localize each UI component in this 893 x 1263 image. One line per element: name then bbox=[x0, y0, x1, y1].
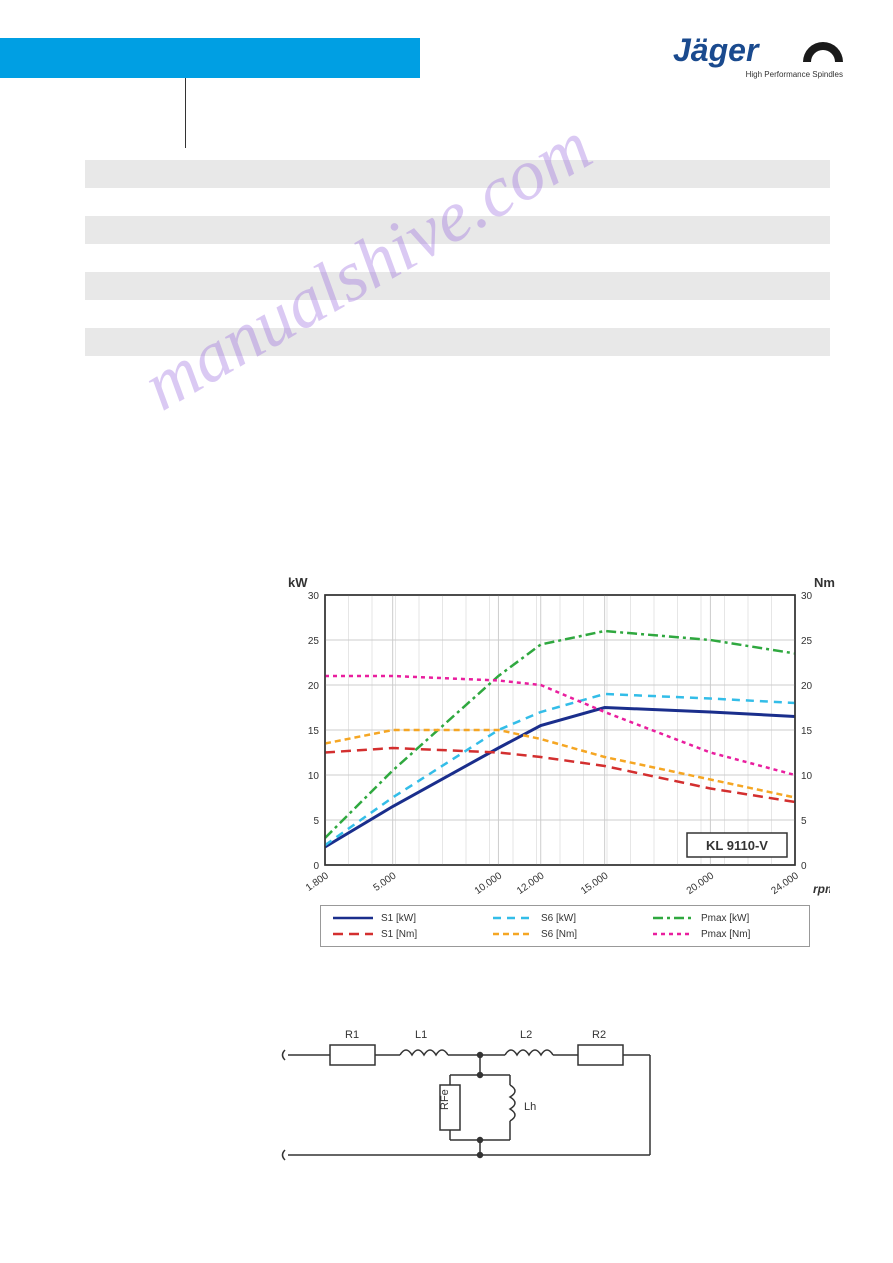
svg-text:15.000: 15.000 bbox=[579, 870, 611, 897]
svg-text:12.000: 12.000 bbox=[515, 870, 547, 897]
legend-item: Pmax [Nm] bbox=[645, 926, 805, 942]
svg-text:30: 30 bbox=[801, 591, 813, 602]
brand-name: Jäger bbox=[673, 32, 758, 68]
legend-label: S6 [Nm] bbox=[541, 929, 577, 940]
chart-svg: 0 0 5 5 10 10 15 15 20 20 25 25 30 30 1.800 5.000 10.000… bbox=[290, 580, 830, 900]
table-row bbox=[85, 188, 830, 216]
svg-text:1.800: 1.800 bbox=[304, 870, 331, 894]
svg-text:20.000: 20.000 bbox=[685, 870, 717, 897]
header-bar bbox=[0, 38, 420, 78]
label-l1: L1 bbox=[415, 1029, 427, 1041]
brand-arc-icon bbox=[803, 42, 843, 62]
table-row bbox=[85, 300, 830, 328]
legend-label: S1 [kW] bbox=[381, 913, 416, 924]
table-row bbox=[85, 272, 830, 300]
legend-label: Pmax [kW] bbox=[701, 913, 749, 924]
left-axis-label: kW bbox=[288, 575, 308, 590]
header-divider bbox=[185, 78, 186, 148]
svg-text:0: 0 bbox=[313, 861, 319, 872]
svg-text:rpm: rpm bbox=[813, 882, 830, 896]
label-rfe: RFe bbox=[439, 1089, 451, 1110]
svg-text:25: 25 bbox=[308, 636, 320, 647]
brand-tagline: High Performance Spindles bbox=[746, 70, 843, 79]
table-row bbox=[85, 216, 830, 244]
legend-item: S6 [kW] bbox=[485, 910, 645, 926]
svg-text:24.000: 24.000 bbox=[769, 870, 801, 897]
label-r2: R2 bbox=[592, 1029, 606, 1041]
label-l2: L2 bbox=[520, 1029, 532, 1041]
svg-text:KL 9110-V: KL 9110-V bbox=[706, 838, 768, 853]
svg-text:5: 5 bbox=[313, 816, 319, 827]
legend-item: Pmax [kW] bbox=[645, 910, 805, 926]
table-row bbox=[85, 160, 830, 188]
svg-text:5: 5 bbox=[801, 816, 807, 827]
legend-label: S1 [Nm] bbox=[381, 929, 417, 940]
table-row bbox=[85, 328, 830, 356]
svg-text:0: 0 bbox=[801, 861, 807, 872]
performance-chart: kW Nm 0055101015152020252530301.8005.000… bbox=[290, 580, 830, 900]
equivalent-circuit: R1 L1 L2 R2 RFe Lh bbox=[280, 1020, 660, 1180]
brand-logo: Jäger High Performance Spindles bbox=[673, 32, 843, 87]
svg-text:20: 20 bbox=[308, 681, 320, 692]
svg-text:15: 15 bbox=[308, 726, 320, 737]
label-lh: Lh bbox=[524, 1101, 536, 1113]
spec-table bbox=[85, 160, 830, 356]
svg-text:10.000: 10.000 bbox=[473, 870, 505, 897]
legend-label: S6 [kW] bbox=[541, 913, 576, 924]
svg-text:15: 15 bbox=[801, 726, 813, 737]
legend-item: S1 [Nm] bbox=[325, 926, 485, 942]
chart-legend: S1 [kW] S6 [kW] Pmax [kW] S1 [Nm] S6 [Nm] Pma… bbox=[320, 905, 810, 947]
svg-text:20: 20 bbox=[801, 681, 813, 692]
svg-text:30: 30 bbox=[308, 591, 320, 602]
legend-item: S6 [Nm] bbox=[485, 926, 645, 942]
svg-text:10: 10 bbox=[801, 771, 813, 782]
legend-label: Pmax [Nm] bbox=[701, 929, 750, 940]
legend-item: S1 [kW] bbox=[325, 910, 485, 926]
svg-text:25: 25 bbox=[801, 636, 813, 647]
svg-text:5.000: 5.000 bbox=[372, 870, 399, 894]
table-row bbox=[85, 244, 830, 272]
right-axis-label: Nm bbox=[814, 575, 835, 590]
svg-text:10: 10 bbox=[308, 771, 320, 782]
label-r1: R1 bbox=[345, 1029, 359, 1041]
schematic-svg: R1 L1 L2 R2 RFe Lh bbox=[280, 1020, 660, 1180]
